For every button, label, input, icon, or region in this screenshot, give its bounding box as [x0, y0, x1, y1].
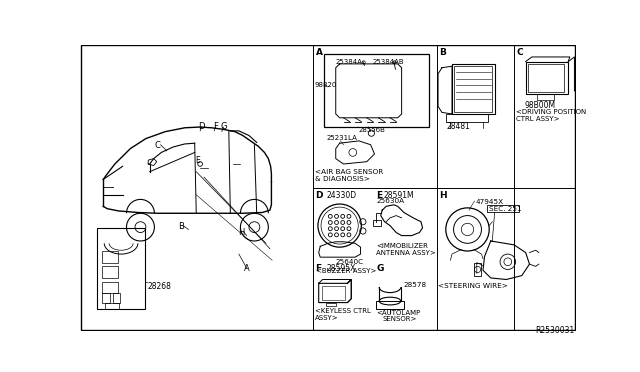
- Text: 28481: 28481: [446, 122, 470, 131]
- Text: A: A: [244, 264, 250, 273]
- Text: <AUTOLAMP: <AUTOLAMP: [376, 310, 420, 315]
- Text: B: B: [178, 222, 184, 231]
- Text: F: F: [315, 264, 321, 273]
- Text: <AIR BAG SENSOR: <AIR BAG SENSOR: [315, 169, 383, 175]
- Text: 25384A: 25384A: [336, 58, 363, 64]
- Text: 25630A: 25630A: [376, 198, 404, 204]
- Bar: [525, 62, 568, 94]
- Bar: [487, 205, 520, 212]
- Bar: [324, 54, 429, 127]
- Text: <STEERING WIRE>: <STEERING WIRE>: [438, 283, 508, 289]
- Text: 24330D: 24330D: [326, 191, 356, 200]
- Text: C: C: [155, 141, 161, 150]
- Text: SEC. 251: SEC. 251: [489, 206, 522, 212]
- Text: <DRIVING POSITION: <DRIVING POSITION: [516, 109, 586, 115]
- Bar: [102, 294, 110, 302]
- Text: ASSY>: ASSY>: [315, 315, 339, 321]
- Text: SENSOR>: SENSOR>: [382, 317, 417, 323]
- Text: 28591M: 28591M: [384, 191, 415, 200]
- Bar: [97, 228, 145, 309]
- Text: D: D: [315, 191, 323, 200]
- Bar: [454, 66, 492, 112]
- Text: CTRL ASSY>: CTRL ASSY>: [516, 116, 559, 122]
- Bar: [537, 94, 554, 100]
- Text: 28595X: 28595X: [326, 264, 356, 273]
- Bar: [322, 286, 345, 299]
- Text: <IMMOBILIZER: <IMMOBILIZER: [376, 243, 428, 249]
- Text: D: D: [198, 122, 205, 131]
- Text: E: E: [195, 156, 200, 165]
- Text: <BUZZER ASSY>: <BUZZER ASSY>: [316, 268, 377, 274]
- Text: A: A: [316, 48, 323, 58]
- Text: B: B: [439, 48, 445, 58]
- Text: 47945X: 47945X: [476, 199, 504, 205]
- Bar: [474, 263, 481, 276]
- Text: 28268: 28268: [147, 282, 172, 291]
- Text: 98B00M: 98B00M: [525, 101, 556, 110]
- Bar: [376, 301, 404, 309]
- Text: 25231LA: 25231LA: [326, 135, 357, 141]
- Text: H: H: [238, 228, 244, 237]
- Bar: [113, 294, 120, 302]
- Bar: [446, 114, 488, 122]
- Text: 25640C: 25640C: [336, 260, 364, 266]
- Text: ANTENNA ASSY>: ANTENNA ASSY>: [376, 250, 436, 256]
- Text: <KEYLESS CTRL: <KEYLESS CTRL: [315, 308, 371, 314]
- Bar: [102, 282, 118, 293]
- Bar: [102, 266, 118, 278]
- Text: E: E: [376, 191, 382, 200]
- Bar: [102, 251, 118, 263]
- Text: 25384AB: 25384AB: [372, 58, 404, 64]
- Text: 28578: 28578: [404, 282, 427, 288]
- Text: C: C: [516, 48, 523, 58]
- Bar: [105, 303, 119, 309]
- Text: G: G: [220, 122, 227, 131]
- Bar: [326, 302, 336, 307]
- Bar: [528, 64, 564, 92]
- Text: 98820: 98820: [314, 82, 337, 88]
- Text: F: F: [213, 122, 218, 131]
- Text: & DIAGNOSIS>: & DIAGNOSIS>: [315, 176, 370, 182]
- Text: 28556B: 28556B: [359, 127, 386, 133]
- Text: R2530031: R2530031: [535, 327, 575, 336]
- Bar: [373, 220, 381, 226]
- Bar: [452, 64, 495, 114]
- Text: H: H: [439, 191, 447, 200]
- Text: G: G: [376, 264, 383, 273]
